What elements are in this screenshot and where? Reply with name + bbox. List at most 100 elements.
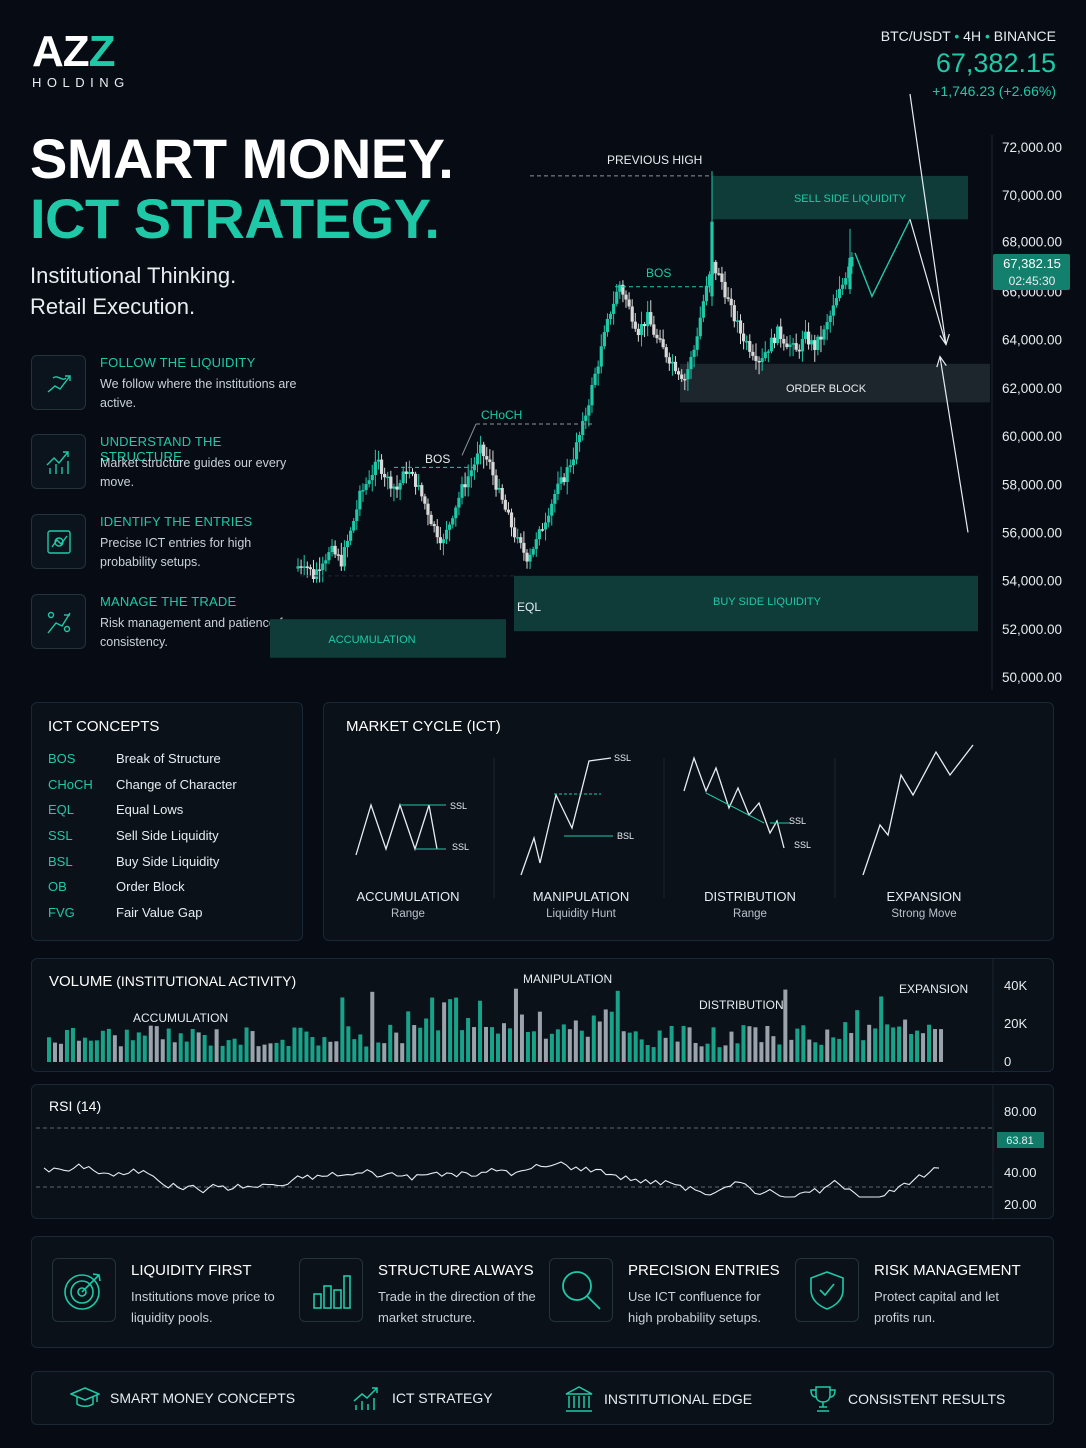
- volume-bar: [130, 1040, 135, 1062]
- candle-body: [602, 332, 606, 347]
- candle-body: [352, 521, 356, 531]
- volume-bar: [777, 1044, 782, 1062]
- cycle-ssl-label: SSL: [794, 840, 811, 850]
- volume-bar: [795, 1028, 800, 1062]
- volume-bar: [64, 1029, 69, 1062]
- candle-body: [584, 415, 588, 421]
- volume-bar: [406, 1011, 411, 1062]
- candle-body: [525, 552, 529, 562]
- candle-body: [776, 326, 780, 344]
- candle-body: [482, 444, 486, 457]
- volume-bar: [304, 1031, 309, 1062]
- volume-bar: [825, 1029, 830, 1062]
- candle-body: [816, 336, 820, 350]
- rsi-ytick: 80.00: [1004, 1104, 1037, 1119]
- candle-body: [376, 459, 381, 462]
- volume-bar: [747, 1026, 752, 1062]
- accumulation-label: ACCUMULATION: [328, 634, 415, 646]
- cycle-stage-manipulation: MANIPULATION Liquidity Hunt: [532, 889, 630, 920]
- candle-body: [782, 339, 786, 344]
- candle-body: [559, 477, 563, 484]
- volume-bar: [394, 1032, 399, 1062]
- candle-body: [825, 322, 829, 330]
- cycle-stage-accumulation: ACCUMULATION Range: [356, 889, 460, 920]
- volume-bar: [651, 1047, 656, 1062]
- volume-bar: [166, 1028, 171, 1062]
- candle-body: [587, 405, 591, 416]
- footer-item-edge: INSTITUTIONAL EDGE: [564, 1385, 752, 1413]
- price-ytick: 68,000.00: [1002, 234, 1062, 249]
- feature-entries: IDENTIFY THE ENTRIES Precise ICT entries…: [31, 514, 301, 574]
- candle-body: [379, 459, 384, 474]
- volume-bar: [639, 1039, 644, 1062]
- volume-panel: VOLUME (INSTITUTIONAL ACTIVITY) ACCUMULA…: [31, 958, 1054, 1073]
- rsi-ytick: 40.00: [1004, 1165, 1037, 1180]
- candle-body: [810, 340, 814, 345]
- volume-bar: [927, 1024, 932, 1062]
- candle-body: [299, 566, 303, 568]
- candle-body: [311, 569, 316, 580]
- rsi-ytick: 20.00: [1004, 1197, 1037, 1212]
- volume-bar: [855, 1010, 860, 1062]
- candle-body: [621, 284, 625, 295]
- volume-bar: [729, 1031, 734, 1062]
- cycle-ssl-label: SSL: [789, 816, 806, 826]
- candle-body: [848, 257, 852, 290]
- candle-body: [516, 537, 520, 539]
- bos-label-1: BOS: [425, 452, 450, 466]
- volume-bar: [711, 1027, 716, 1062]
- volume-bar: [705, 1043, 710, 1062]
- cycle-distribution-line: [683, 755, 785, 849]
- volume-bar: [244, 1027, 249, 1062]
- candle-body: [386, 476, 390, 479]
- projection-arrow-down: [909, 93, 947, 345]
- footer-item-ict: ICT STRATEGY: [352, 1385, 493, 1411]
- volume-bar: [250, 1031, 255, 1062]
- candle-body: [828, 315, 832, 323]
- volume-phase-label: ACCUMULATION: [133, 1011, 228, 1025]
- candle-body: [646, 312, 650, 327]
- candle-body: [649, 312, 653, 325]
- volume-bar: [172, 1042, 177, 1062]
- volume-bar: [837, 1038, 842, 1062]
- candle-body: [757, 360, 761, 363]
- ticker-change: +1,746.23 (+2.66%): [932, 83, 1056, 99]
- candle-body: [692, 349, 696, 357]
- candle-body: [522, 542, 526, 553]
- volume-bar: [460, 1030, 465, 1062]
- candle-body: [488, 459, 492, 462]
- volume-bar: [328, 1041, 333, 1062]
- volume-bar: [591, 1015, 596, 1062]
- volume-bar: [615, 990, 620, 1062]
- volume-bar: [891, 1027, 896, 1062]
- logo-subtitle: HOLDING: [32, 75, 130, 90]
- volume-bar: [531, 1031, 536, 1062]
- volume-bar: [184, 1041, 189, 1062]
- candle-body: [788, 344, 792, 348]
- volume-bar: [490, 1027, 495, 1062]
- volume-bar: [537, 1011, 542, 1062]
- volume-bar: [867, 1024, 872, 1062]
- candle-body: [605, 318, 610, 333]
- candle-body: [509, 512, 514, 528]
- candle-body: [429, 514, 433, 524]
- candle-body: [695, 336, 699, 350]
- projection-arrow-up: [939, 356, 969, 533]
- cycle-ssl-label: SSL: [614, 753, 631, 763]
- candle-body: [314, 569, 319, 580]
- candle-body: [738, 320, 743, 334]
- volume-bar: [675, 1041, 680, 1062]
- price-ytick: 64,000.00: [1002, 333, 1062, 348]
- candle-body: [531, 548, 535, 555]
- candle-body: [726, 297, 730, 299]
- candle-body: [336, 554, 340, 556]
- candle-body: [500, 488, 504, 500]
- structure-icon: [31, 434, 86, 489]
- candle-body: [491, 461, 495, 476]
- volume-bar: [412, 1025, 417, 1062]
- candle-body: [543, 522, 548, 530]
- rsi-chart: 80.00 40.00 20.00 63.81: [36, 1085, 1044, 1220]
- volume-bar: [657, 1030, 662, 1062]
- candle-body: [324, 560, 328, 564]
- candle-body: [528, 554, 532, 562]
